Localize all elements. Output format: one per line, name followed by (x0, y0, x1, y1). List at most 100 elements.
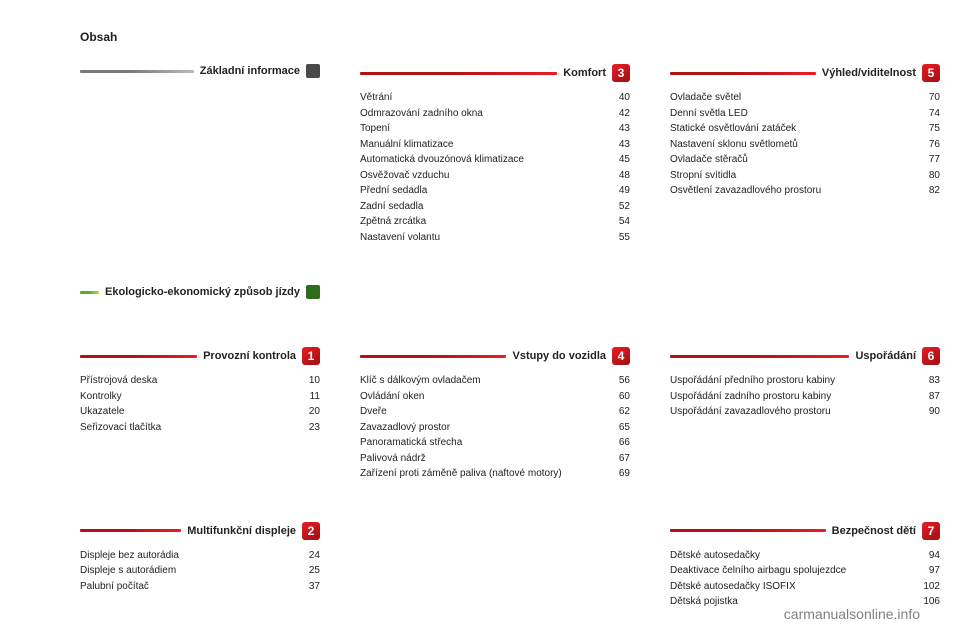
toc-entry-page: 11 (310, 389, 320, 405)
toc-entry-page: 83 (929, 373, 940, 389)
section-rule (360, 355, 506, 358)
toc-entry-label: Displeje bez autorádia (80, 548, 187, 564)
toc-section-ch3: Komfort 3 Větrání40Odmrazování zadního okn… (360, 64, 630, 245)
toc-entry-page: 65 (619, 420, 630, 436)
section-header: Ekologicko-ekonomický způsob jízdy (80, 285, 320, 299)
toc-entry: Zpětná zrcátka 54 (360, 214, 630, 230)
toc-entry-page: 69 (619, 466, 630, 482)
section-number-badge: 4 (612, 347, 630, 365)
section-title: Základní informace (200, 65, 300, 77)
section-header: Provozní kontrola 1 (80, 347, 320, 365)
toc-entry-page: 66 (619, 435, 630, 451)
section-number-badge: 6 (922, 347, 940, 365)
toc-entry-label: Stropní svítidla (670, 168, 744, 184)
section-title: Multifunkční displeje (187, 525, 296, 537)
section-rule (670, 529, 826, 532)
toc-entry: Zařízení proti záměně paliva (naftové mo… (360, 466, 630, 482)
section-title: Komfort (563, 67, 606, 79)
toc-entry-label: Dětské autosedačky ISOFIX (670, 579, 804, 595)
section-title: Bezpečnost dětí (832, 525, 916, 537)
section-number-badge: 2 (302, 522, 320, 540)
toc-entry-label: Automatická dvouzónová klimatizace (360, 152, 532, 168)
toc-entry: Palivová nádrž67 (360, 451, 630, 467)
toc-entry-label: Klíč s dálkovým ovladačem (360, 373, 489, 389)
toc-entry: Osvěžovač vzduchu 48 (360, 168, 630, 184)
section-items: Uspořádání předního prostoru kabiny83Usp… (670, 373, 940, 420)
toc-entry-label: Ovladače stěračů (670, 152, 756, 168)
toc-entry-label: Manuální klimatizace (360, 137, 461, 153)
section-number-badge: 5 (922, 64, 940, 82)
section-number-badge: 3 (612, 64, 630, 82)
toc-entry-page: 80 (929, 168, 940, 184)
toc-entry: Dětské autosedačky94 (670, 548, 940, 564)
toc-entry-page: 55 (619, 230, 630, 246)
toc-entry: Ovladače stěračů 77 (670, 152, 940, 168)
toc-entry-label: Zpětná zrcátka (360, 214, 434, 230)
toc-entry-label: Větrání (360, 90, 400, 106)
toc-entry-page: 77 (929, 152, 940, 168)
toc-section-ch4: Vstupy do vozidla 4 Klíč s dálkovým ovlada… (360, 347, 630, 482)
section-header: Bezpečnost dětí7 (670, 522, 940, 540)
toc-entry-label: Odmrazování zadního okna (360, 106, 491, 122)
section-number-badge: 1 (302, 347, 320, 365)
toc-entry-label: Nastavení volantu (360, 230, 448, 246)
section-title: Vstupy do vozidla (512, 350, 606, 362)
section-header: Vstupy do vozidla 4 (360, 347, 630, 365)
section-header: Multifunkční displeje 2 (80, 522, 320, 540)
toc-entry-label: Displeje s autorádiem (80, 563, 184, 579)
toc-entry: Displeje bez autorádia 24 (80, 548, 320, 564)
section-header: Výhled/viditelnost5 (670, 64, 940, 82)
toc-entry-label: Kontrolky (80, 389, 130, 405)
toc-entry: Automatická dvouzónová klimatizace45 (360, 152, 630, 168)
toc-entry-page: 43 (619, 121, 630, 137)
toc-entry-label: Zadní sedadla (360, 199, 431, 215)
toc-entry: Zadní sedadla52 (360, 199, 630, 215)
toc-entry-label: Palivová nádrž (360, 451, 434, 467)
toc-entry-page: 20 (309, 404, 320, 420)
toc-entry-page: 62 (619, 404, 630, 420)
section-items: Větrání40Odmrazování zadního okna42Topen… (360, 90, 630, 245)
toc-entry-label: Topení (360, 121, 398, 137)
toc-entry: Osvětlení zavazadlového prostoru82 (670, 183, 940, 199)
toc-entry-label: Uspořádání zadního prostoru kabiny (670, 389, 839, 405)
section-items: Displeje bez autorádia 24 Displeje s autor… (80, 548, 320, 595)
toc-section-ch1: Provozní kontrola1Přístrojová deska10Kon… (80, 347, 320, 482)
toc-entry-page: 70 (929, 90, 940, 106)
toc-entry-page: 75 (929, 121, 940, 137)
page-title: Obsah (80, 30, 920, 44)
toc-section-ch2: Multifunkční displeje 2 Displeje bez autor… (80, 522, 320, 610)
toc-entry: Palubní počítač37 (80, 579, 320, 595)
section-chip-icon (306, 64, 320, 78)
section-title: Provozní kontrola (203, 350, 296, 362)
toc-entry-page: 90 (929, 404, 940, 420)
toc-entry-page: 25 (309, 563, 320, 579)
section-rule (670, 72, 816, 75)
toc-section-ch7: Bezpečnost dětí7 Dětské autosedačky94Deak… (670, 522, 940, 610)
toc-entry-page: 87 (929, 389, 940, 405)
toc-entry-label: Uspořádání zavazadlového prostoru (670, 404, 839, 420)
toc-entry-page: 23 (309, 420, 320, 436)
toc-section-eco: Ekologicko-ekonomický způsob jízdy (80, 285, 320, 307)
section-header: Základní informace (80, 64, 320, 78)
toc-entry-page: 54 (619, 214, 630, 230)
toc-entry: Kontrolky 11 (80, 389, 320, 405)
section-title: Ekologicko-ekonomický způsob jízdy (105, 286, 300, 298)
toc-entry-label: Osvěžovač vzduchu (360, 168, 458, 184)
toc-entry: Uspořádání zavazadlového prostoru 90 (670, 404, 940, 420)
section-items: Klíč s dálkovým ovladačem56Ovládání oken… (360, 373, 630, 482)
toc-entry-label: Palubní počítač (80, 579, 157, 595)
toc-entry-label: Osvětlení zavazadlového prostoru (670, 183, 829, 199)
toc-entry-page: 10 (309, 373, 320, 389)
toc-entry-page: 48 (619, 168, 630, 184)
toc-entry-label: Nastavení sklonu světlometů (670, 137, 806, 153)
toc-entry: Panoramatická střecha66 (360, 435, 630, 451)
toc-entry-page: 76 (929, 137, 940, 153)
toc-entry-page: 74 (929, 106, 940, 122)
section-items: Dětské autosedačky94Deaktivace čelního a… (670, 548, 940, 610)
footer-watermark: carmanualsonline.info (784, 606, 920, 622)
section-rule (80, 291, 99, 294)
toc-entry-page: 24 (309, 548, 320, 564)
toc-entry-label: Dveře (360, 404, 395, 420)
toc-grid: Základní informace Ekologicko-ekonomický … (80, 64, 920, 640)
toc-entry-label: Seřizovací tlačítka (80, 420, 169, 436)
